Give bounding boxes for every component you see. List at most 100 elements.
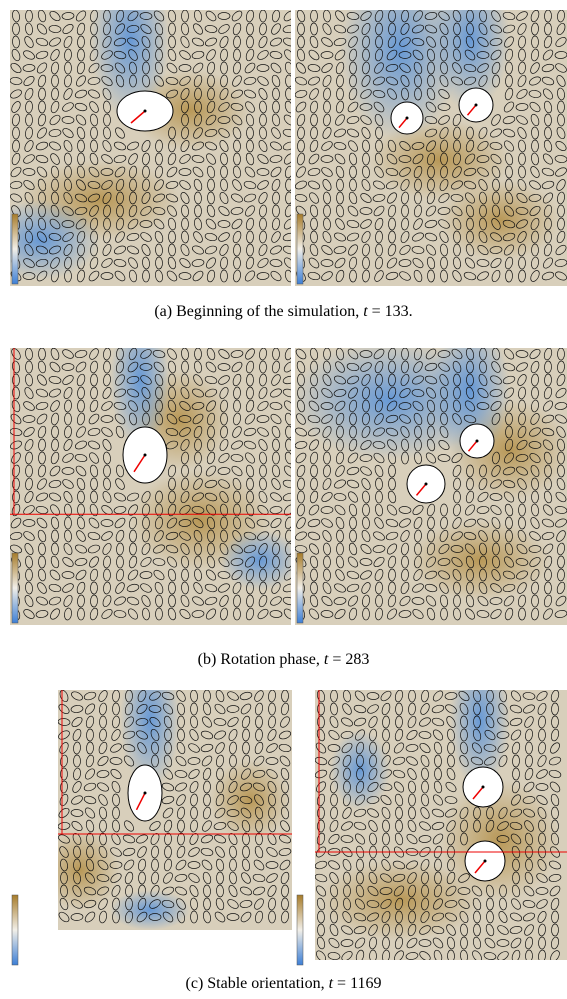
grid-particle	[89, 205, 99, 217]
grid-particle	[385, 414, 399, 424]
grid-particle	[478, 23, 488, 35]
grid-particle	[419, 847, 431, 857]
grid-particle	[509, 808, 523, 818]
grid-particle	[101, 505, 113, 515]
grid-particle	[557, 217, 565, 231]
grid-particle	[89, 452, 99, 464]
grid-particle	[51, 516, 59, 530]
grid-particle	[259, 113, 267, 127]
grid-particle	[427, 425, 435, 439]
grid-particle	[168, 581, 176, 595]
grid-particle	[458, 690, 470, 702]
grid-particle	[323, 217, 331, 231]
grid-particle	[375, 243, 383, 257]
grid-particle	[518, 503, 526, 517]
grid-particle	[141, 192, 151, 204]
grid-particle	[231, 465, 243, 477]
field-region	[210, 760, 290, 840]
grid-particle	[12, 139, 20, 153]
grid-particle	[191, 402, 205, 410]
grid-particle	[90, 386, 98, 400]
grid-particle	[399, 518, 411, 528]
grid-particle	[124, 702, 134, 716]
grid-particle	[167, 48, 177, 62]
grid-particle	[98, 845, 108, 859]
grid-particle	[373, 556, 385, 568]
grid-particle	[206, 153, 216, 165]
grid-particle	[536, 899, 548, 909]
grid-particle	[245, 503, 255, 517]
grid-particle	[181, 464, 189, 478]
grid-particle	[76, 477, 86, 491]
grid-particle	[116, 348, 124, 361]
grid-particle	[227, 795, 239, 805]
caption: (a) Beginning of the simulation, t = 133…	[0, 303, 567, 321]
grid-particle	[317, 715, 325, 729]
grid-particle	[531, 399, 539, 413]
field-region	[430, 10, 510, 110]
grid-particle	[479, 464, 487, 478]
grid-particle	[529, 531, 541, 541]
grid-particle	[36, 166, 48, 178]
grid-particle	[362, 386, 370, 400]
grid-particle	[382, 728, 390, 742]
grid-particle	[90, 477, 98, 491]
grid-particle	[424, 12, 438, 20]
grid-particle	[265, 757, 279, 765]
grid-particle	[335, 114, 345, 126]
grid-particle	[268, 793, 276, 807]
grid-particle	[362, 243, 370, 257]
grid-particle	[154, 179, 164, 191]
grid-particle	[103, 22, 111, 36]
grid-particle	[83, 899, 97, 909]
grid-particle	[421, 884, 429, 898]
grid-particle	[476, 259, 490, 267]
grid-particle	[295, 101, 307, 113]
grid-particle	[413, 269, 423, 283]
grid-particle	[256, 415, 270, 423]
grid-particle	[114, 413, 126, 425]
grid-particle	[204, 583, 218, 593]
grid-particle	[83, 691, 97, 701]
grid-particle	[395, 910, 403, 924]
grid-particle	[538, 832, 546, 846]
grid-particle	[59, 897, 69, 911]
grid-particle	[453, 399, 461, 413]
grid-particle	[556, 75, 566, 87]
grid-particle	[401, 204, 409, 218]
grid-particle	[284, 61, 291, 75]
grid-particle	[75, 465, 87, 477]
grid-particle	[111, 885, 121, 897]
grid-particle	[281, 690, 289, 703]
grid-particle	[387, 192, 397, 204]
grid-particle	[333, 493, 347, 501]
grid-particle	[101, 609, 113, 619]
grid-particle	[10, 544, 23, 554]
grid-particle	[205, 10, 217, 22]
grid-particle	[243, 77, 257, 85]
grid-particle	[362, 412, 370, 426]
grid-particle	[142, 269, 150, 283]
grid-particle	[321, 595, 333, 607]
grid-particle	[361, 529, 371, 543]
grid-particle	[490, 400, 502, 412]
grid-particle	[347, 452, 359, 464]
grid-particle	[50, 451, 60, 465]
grid-particle	[307, 531, 321, 541]
grid-particle	[115, 582, 125, 594]
grid-particle	[353, 821, 367, 831]
grid-particle	[556, 581, 566, 595]
grid-particle	[551, 923, 559, 937]
grid-particle	[550, 897, 560, 911]
grid-particle	[414, 204, 422, 218]
grid-particle	[412, 153, 424, 165]
grid-particle	[126, 492, 140, 502]
grid-particle	[542, 192, 554, 204]
grid-particle	[348, 244, 358, 256]
grid-particle	[388, 360, 396, 374]
body-center	[483, 859, 487, 863]
grid-particle	[498, 703, 508, 715]
grid-particle	[491, 114, 501, 126]
grid-particle	[489, 142, 503, 150]
grid-particle	[24, 439, 34, 451]
